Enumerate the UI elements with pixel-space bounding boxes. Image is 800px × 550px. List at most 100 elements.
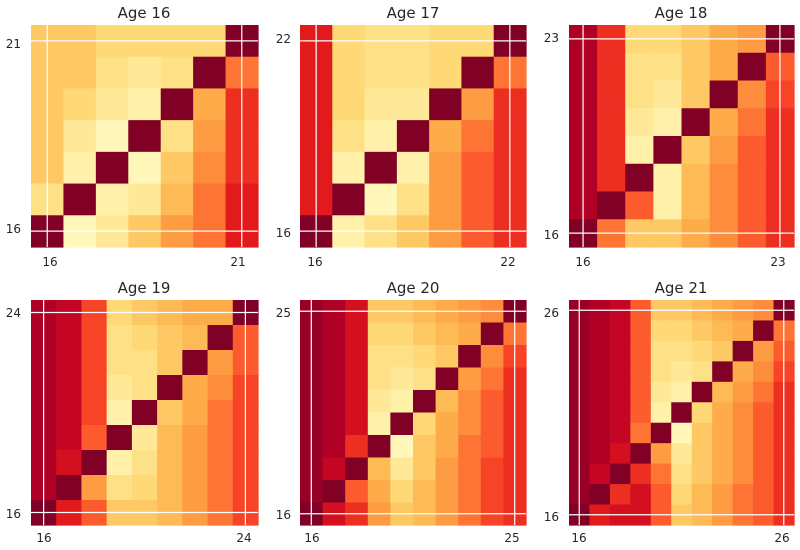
- heatmap-cell: [458, 412, 482, 436]
- panel-age-19: Age 19 24 16 16 24: [6, 279, 259, 545]
- heatmap-cell: [461, 88, 495, 121]
- heatmap-cell: [322, 435, 346, 459]
- heatmap-cell: [345, 457, 369, 481]
- heatmap-cell: [712, 422, 734, 444]
- heatmap-cell: [630, 463, 652, 485]
- heatmap-cell: [429, 183, 463, 216]
- heatmap-cell: [322, 390, 346, 414]
- heatmap-cell: [332, 183, 366, 216]
- heatmap-cell: [609, 422, 631, 444]
- panel-age-17: Age 17 22 16 16 22: [276, 4, 527, 269]
- heatmap-cell: [691, 484, 713, 506]
- heatmap-cell: [630, 443, 652, 465]
- heatmap-cell: [81, 375, 108, 401]
- heatmap-cell: [390, 390, 414, 414]
- heatmap-cell: [193, 183, 227, 216]
- heatmap-cell: [753, 320, 775, 342]
- heatmap-cell: [753, 340, 775, 362]
- heatmap-cell: [653, 108, 683, 137]
- heatmap-cell: [480, 345, 504, 369]
- heatmap-cell: [193, 88, 227, 121]
- heatmap-cell: [322, 367, 346, 391]
- y-tick-top: 26: [544, 306, 559, 320]
- heatmap-cell: [709, 80, 739, 109]
- heatmap-cell: [589, 340, 611, 362]
- heatmap-cell: [182, 350, 209, 376]
- heatmap-cell: [128, 151, 162, 185]
- heatmap-cell: [157, 450, 183, 476]
- heatmap-cell: [182, 450, 209, 476]
- heatmap-cell: [332, 151, 366, 185]
- heatmap-cell: [589, 422, 611, 444]
- heatmap-cell: [480, 390, 504, 414]
- heatmap-cells: [569, 25, 795, 248]
- heatmap-cell: [653, 163, 683, 193]
- heatmap-cell: [630, 320, 652, 342]
- heatmap-cell: [390, 367, 414, 391]
- heatmap-cell: [650, 340, 672, 362]
- heatmap-cell: [650, 361, 672, 383]
- heatmap-cell: [157, 400, 183, 426]
- heatmap-cell: [345, 412, 369, 436]
- heatmap-cell: [131, 475, 158, 501]
- heatmap-cell: [367, 457, 391, 481]
- heatmap-cell: [364, 183, 398, 216]
- heatmap-cell: [106, 425, 133, 451]
- y-tick-bottom: 16: [544, 228, 559, 242]
- heatmap-cell: [157, 325, 183, 351]
- heatmap-cell: [413, 457, 437, 481]
- heatmap-cell: [461, 183, 495, 216]
- heatmap-cell: [367, 390, 391, 414]
- panel-title: Age 20: [387, 279, 440, 297]
- heatmap-cell: [157, 475, 183, 501]
- heatmap-cell: [753, 402, 775, 424]
- heatmap-cell: [345, 390, 369, 414]
- heatmap-cell: [732, 463, 754, 485]
- heatmap-cell: [589, 361, 611, 383]
- x-tick-right: 24: [236, 531, 251, 545]
- heatmap-cell: [345, 435, 369, 459]
- heatmap-cell: [461, 120, 495, 153]
- heatmap-cell: [681, 191, 711, 220]
- heatmap-cell: [609, 381, 631, 403]
- heatmap-cell: [630, 381, 652, 403]
- heatmap-cell: [207, 425, 234, 451]
- heatmap-cell: [609, 484, 631, 506]
- heatmap-cell: [589, 320, 611, 342]
- heatmap-cell: [95, 120, 129, 153]
- heatmap-cell: [128, 56, 162, 90]
- x-tick-right: 23: [770, 255, 785, 269]
- heatmap-cell: [461, 151, 495, 185]
- heatmap-cell: [737, 163, 767, 193]
- heatmap-cell: [712, 484, 734, 506]
- heatmap-cell: [207, 475, 234, 501]
- heatmap-cell: [458, 480, 482, 504]
- heatmap-cell: [712, 463, 734, 485]
- heatmap-cell: [413, 390, 437, 414]
- heatmap-cell: [625, 136, 654, 165]
- heatmap-cell: [753, 484, 775, 506]
- heatmap-cell: [160, 120, 194, 153]
- heatmap-cell: [691, 381, 713, 403]
- heatmap-cell: [737, 191, 767, 220]
- heatmap-cell: [390, 457, 414, 481]
- heatmap-cell: [106, 350, 133, 376]
- heatmap-cell: [63, 183, 97, 216]
- heatmap-cell: [671, 422, 693, 444]
- heatmap-cell: [390, 480, 414, 504]
- heatmap-cell: [732, 484, 754, 506]
- heatmap-cell: [480, 412, 504, 436]
- heatmap-cell: [653, 80, 683, 109]
- heatmap-cell: [160, 56, 194, 90]
- heatmap-cell: [131, 375, 158, 401]
- heatmap-cell: [625, 163, 654, 193]
- heatmap-cell: [413, 345, 437, 369]
- heatmap-cell: [691, 402, 713, 424]
- heatmap-cell: [106, 375, 133, 401]
- heatmap-cell: [367, 367, 391, 391]
- heatmap-cell: [396, 183, 430, 216]
- heatmap-cell: [81, 400, 108, 426]
- heatmap-cell: [691, 340, 713, 362]
- heatmap-cell: [56, 475, 83, 501]
